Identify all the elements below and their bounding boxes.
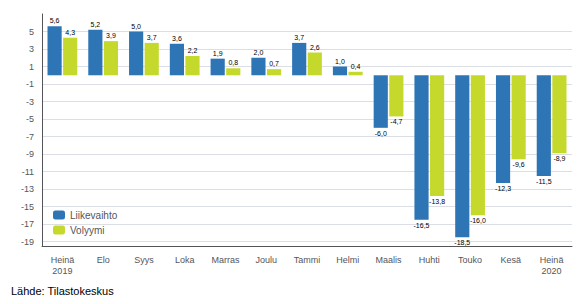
svg-text:2,2: 2,2 — [188, 47, 198, 54]
svg-text:Tammi: Tammi — [294, 255, 321, 265]
svg-text:1,9: 1,9 — [213, 50, 223, 57]
svg-text:3,7: 3,7 — [147, 34, 157, 41]
svg-text:5,2: 5,2 — [90, 21, 100, 28]
svg-text:-6,0: -6,0 — [375, 130, 387, 137]
svg-text:0,8: 0,8 — [228, 59, 238, 66]
svg-text:1: 1 — [29, 62, 34, 72]
svg-text:-8,9: -8,9 — [553, 155, 565, 162]
svg-text:-9: -9 — [26, 149, 34, 159]
svg-text:2019: 2019 — [52, 266, 72, 276]
svg-text:Huhti: Huhti — [419, 255, 440, 265]
svg-text:-9,6: -9,6 — [513, 161, 525, 168]
svg-text:-13,8: -13,8 — [429, 198, 445, 205]
svg-text:2,0: 2,0 — [254, 49, 264, 56]
svg-text:5: 5 — [29, 27, 34, 37]
svg-text:-13: -13 — [21, 184, 34, 194]
svg-text:-19: -19 — [21, 237, 34, 247]
svg-text:-1: -1 — [26, 79, 34, 89]
svg-text:Joulu: Joulu — [255, 255, 277, 265]
svg-text:Loka: Loka — [175, 255, 195, 265]
svg-text:Elo: Elo — [97, 255, 110, 265]
svg-text:3: 3 — [29, 44, 34, 54]
svg-text:-11,5: -11,5 — [536, 178, 552, 185]
svg-text:-11: -11 — [22, 167, 34, 177]
svg-text:-4,7: -4,7 — [390, 118, 402, 125]
svg-text:Touko: Touko — [458, 255, 482, 265]
svg-text:5,6: 5,6 — [50, 17, 60, 24]
svg-text:-16,0: -16,0 — [470, 217, 486, 224]
svg-text:0,7: 0,7 — [269, 60, 279, 67]
svg-text:0,4: 0,4 — [351, 63, 361, 70]
svg-text:Heinä: Heinä — [540, 255, 564, 265]
svg-text:-12,3: -12,3 — [495, 185, 511, 192]
svg-text:-17: -17 — [21, 219, 34, 229]
svg-text:4,3: 4,3 — [65, 29, 75, 36]
svg-text:-7: -7 — [26, 132, 34, 142]
svg-text:Syys: Syys — [134, 255, 154, 265]
svg-text:3,9: 3,9 — [106, 32, 116, 39]
svg-text:-3: -3 — [26, 97, 34, 107]
svg-text:-15: -15 — [21, 202, 34, 212]
svg-text:-5: -5 — [26, 114, 34, 124]
svg-text:Helmi: Helmi — [336, 255, 359, 265]
svg-text:Marras: Marras — [211, 255, 240, 265]
svg-text:3,7: 3,7 — [294, 34, 304, 41]
svg-text:Heinä: Heinä — [51, 255, 75, 265]
svg-text:Volyymi: Volyymi — [70, 225, 104, 236]
svg-text:Maalis: Maalis — [376, 255, 403, 265]
svg-text:Lähde: Tilastokeskus: Lähde: Tilastokeskus — [11, 285, 114, 297]
svg-text:5,0: 5,0 — [131, 23, 141, 30]
svg-text:2020: 2020 — [542, 266, 562, 276]
svg-text:Kesä: Kesä — [501, 255, 522, 265]
svg-text:-16,5: -16,5 — [414, 222, 430, 229]
svg-text:3,6: 3,6 — [172, 35, 182, 42]
svg-text:1,0: 1,0 — [335, 58, 345, 65]
svg-text:-18,5: -18,5 — [454, 239, 470, 246]
svg-text:2,6: 2,6 — [310, 44, 320, 51]
svg-text:Liikevaihto: Liikevaihto — [70, 210, 118, 221]
